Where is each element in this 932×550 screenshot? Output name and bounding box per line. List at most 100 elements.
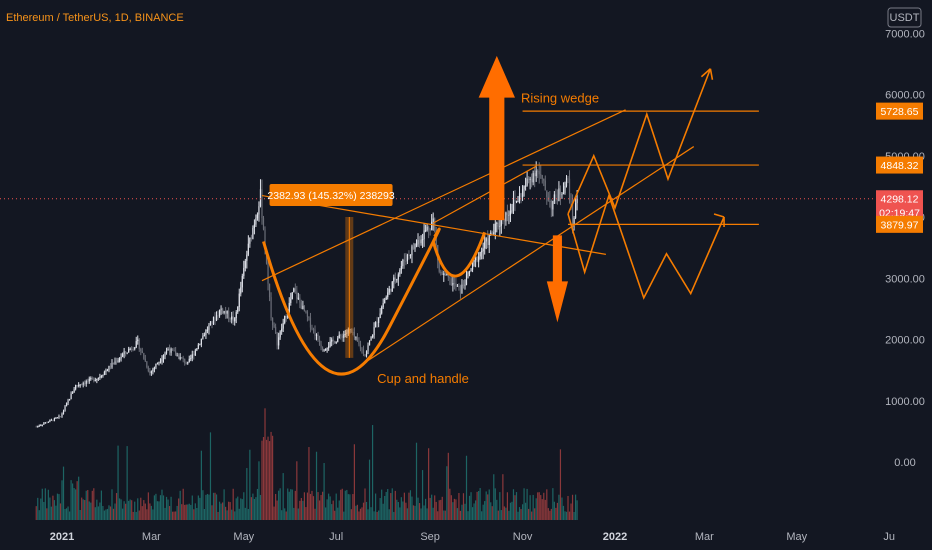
- volume-bar: [35, 506, 37, 520]
- candle-body: [194, 350, 196, 356]
- volume-bar: [72, 483, 74, 520]
- volume-bar: [125, 503, 127, 520]
- candle-body: [461, 284, 463, 294]
- candle-body: [40, 425, 42, 427]
- candle-body: [373, 327, 375, 336]
- candle-body: [443, 273, 445, 276]
- wedge-top-line[interactable]: [432, 165, 537, 224]
- candle-body: [426, 226, 428, 231]
- volume-bar: [425, 498, 427, 520]
- bullish-projection-path[interactable]: [567, 68, 712, 215]
- bearish-arrow[interactable]: [546, 235, 569, 323]
- handle-curve[interactable]: [431, 231, 487, 278]
- volume-bar: [85, 490, 87, 520]
- x-tick-label: May: [233, 531, 254, 543]
- volume-bar: [381, 489, 383, 520]
- volume-bar: [135, 511, 137, 520]
- candle-body: [421, 239, 424, 241]
- volume-bar: [328, 493, 330, 520]
- candle-body: [515, 201, 518, 203]
- volume-bar: [506, 492, 509, 520]
- candle-body: [50, 419, 52, 421]
- candle-body: [281, 328, 283, 332]
- volume-bar: [43, 501, 45, 520]
- volume-bar: [562, 505, 565, 520]
- candle-body: [325, 348, 327, 351]
- candle-body: [402, 259, 404, 267]
- candle-body: [93, 378, 95, 381]
- volume-bar: [465, 455, 468, 520]
- candle-body: [473, 260, 475, 262]
- candle-body: [535, 170, 537, 177]
- candle-body: [518, 193, 521, 201]
- candle-body: [497, 222, 499, 227]
- volume-bar: [296, 461, 298, 520]
- candle-body: [220, 308, 222, 311]
- volume-bar: [388, 509, 390, 520]
- currency-badge[interactable]: USDT: [887, 7, 922, 28]
- volume-bar: [150, 505, 152, 520]
- volume-bar: [288, 491, 290, 520]
- volume-bar: [450, 495, 452, 520]
- candle-body: [264, 229, 266, 251]
- candle-body: [541, 175, 543, 180]
- candle-body: [323, 350, 325, 352]
- x-tick-label: Nov: [513, 531, 533, 543]
- candle-body: [425, 230, 427, 232]
- volume-bar: [474, 500, 477, 520]
- volume-bar: [173, 511, 175, 520]
- candle-body: [184, 359, 186, 364]
- volume-bar: [144, 503, 146, 520]
- bullish-arrow[interactable]: [478, 55, 515, 221]
- volume-bar: [467, 511, 469, 520]
- candle-body: [420, 239, 422, 244]
- volume-bar: [67, 506, 69, 520]
- volume-bar: [476, 491, 478, 520]
- bullish-projection-head[interactable]: [700, 68, 714, 80]
- volume-bar: [387, 489, 389, 520]
- volume-bar: [79, 510, 81, 520]
- candle-body: [417, 240, 419, 245]
- volume-bar: [362, 502, 365, 520]
- volume-bar: [103, 510, 106, 520]
- volume-bar: [50, 506, 52, 520]
- candle-body: [471, 261, 474, 270]
- candle-body: [462, 284, 465, 286]
- candle-body: [96, 378, 98, 380]
- volume-bar: [202, 490, 204, 520]
- volume-bar: [168, 506, 171, 520]
- volume-bar: [509, 502, 512, 520]
- bearish-projection-path[interactable]: [567, 192, 725, 300]
- volume-bar: [393, 511, 395, 520]
- volume-bar: [355, 505, 357, 520]
- volume-bar: [147, 492, 149, 520]
- candle-body: [179, 357, 181, 360]
- volume-bar: [558, 494, 560, 520]
- volume-bar: [468, 495, 471, 520]
- wedge-lower-line[interactable]: [366, 146, 695, 363]
- volume-bar: [478, 491, 480, 520]
- volume-bar: [420, 508, 422, 520]
- cup-curve[interactable]: [262, 227, 441, 376]
- volume-bar: [502, 474, 504, 520]
- candle-body: [235, 312, 237, 319]
- volume-bar: [331, 504, 333, 520]
- volume-bar: [412, 505, 415, 520]
- candle-body: [411, 246, 413, 256]
- drawing-layer[interactable]: 2382.93 (145.32%) 238293 Rising wedge Cup …: [0, 55, 876, 386]
- candle-body: [267, 263, 269, 284]
- volume-bar: [240, 498, 242, 520]
- volume-bar: [564, 511, 566, 520]
- bearish-projection-head[interactable]: [713, 213, 725, 227]
- y-tick-label: 7000.00: [885, 28, 925, 40]
- candle-body: [306, 311, 309, 317]
- candle-body: [328, 346, 330, 349]
- candle-body: [167, 348, 169, 351]
- wedge-upper-line[interactable]: [261, 109, 626, 282]
- volume-bar: [396, 499, 398, 520]
- volume-bar: [212, 492, 215, 520]
- volume-bar: [100, 490, 102, 520]
- volume-bar: [285, 511, 287, 520]
- volume-bar: [508, 510, 510, 520]
